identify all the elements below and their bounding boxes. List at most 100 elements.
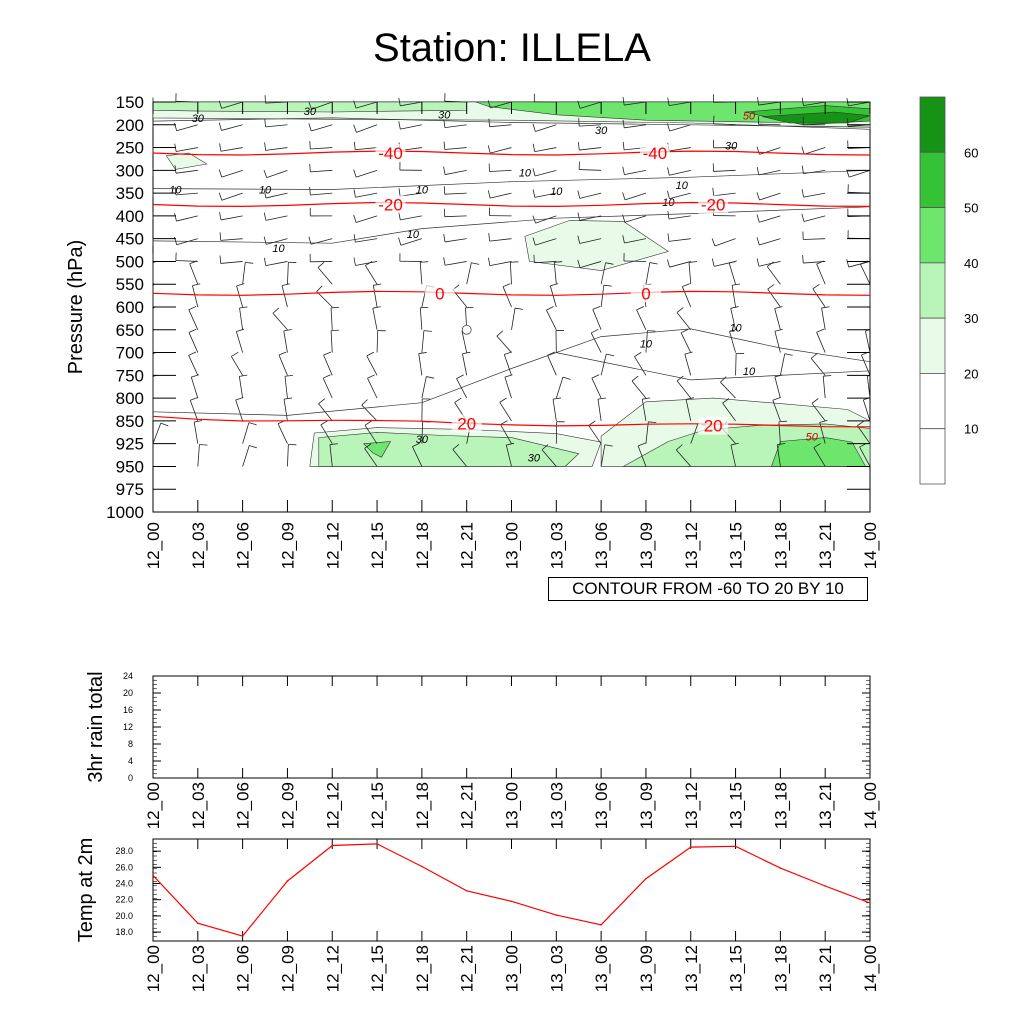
wind-barb-feather: [546, 306, 554, 311]
temperature-contour-label: -40: [643, 144, 668, 163]
wind-barb-feather: [730, 442, 739, 446]
wind-barb: [221, 169, 243, 178]
wind-barb: [624, 101, 646, 106]
wind-barb-feather: [592, 306, 601, 310]
temperature-contours: -40 -40 -20 -20 0 0 20 20: [152, 144, 871, 436]
wind-barb-feather: [174, 122, 178, 131]
wind-barb-feather: [712, 187, 715, 196]
y-tick-label: 4: [128, 756, 133, 766]
wind-barb-feather: [367, 374, 375, 379]
wind-barb: [729, 331, 736, 353]
wind-barb-feather: [398, 188, 401, 197]
y-tick-label: 850: [116, 412, 144, 431]
wind-barb: [759, 238, 781, 246]
wind-barb-feather: [577, 212, 580, 221]
wind-barb: [669, 169, 691, 176]
wind-barb-feather: [756, 237, 760, 246]
y-tick-label: 0: [128, 773, 133, 783]
wind-barb: [221, 124, 243, 131]
wind-barb-feather: [577, 100, 581, 109]
x-tick-label: 12_00: [144, 522, 163, 569]
x-tick-label: 13_15: [727, 782, 746, 829]
data-point-t2m: [645, 877, 647, 880]
wind-barb: [600, 353, 607, 376]
wind-barb: [641, 399, 647, 421]
wind-barb: [509, 262, 512, 285]
wind-barb: [774, 331, 781, 353]
temperature-contour-0: [152, 290, 871, 296]
wind-barb: [330, 307, 333, 330]
wind-barb-feather: [801, 146, 805, 155]
wind-barb-feather: [730, 306, 739, 309]
wind-barb-feather: [722, 398, 730, 404]
series-line-t2m: [152, 843, 871, 937]
wind-shade-region-12: [770, 437, 867, 467]
data-point-t2m: [555, 914, 558, 916]
x-tick-label: 13_21: [816, 782, 835, 829]
temperature-contour-label: 0: [641, 284, 650, 303]
wind-barb-feather: [487, 257, 491, 266]
wind-barb-feather: [577, 235, 581, 244]
x-tick-label: 12_09: [278, 945, 297, 992]
wind-barb-feather: [541, 444, 549, 451]
wind-speed-label: 30: [304, 106, 317, 118]
wind-barb-feather: [667, 190, 670, 199]
wind-barb-feather: [502, 283, 511, 288]
colorbar-box: [919, 96, 946, 153]
wind-barb-feather: [686, 397, 694, 400]
wind-barb: [810, 358, 826, 376]
wind-barb-feather: [857, 420, 865, 426]
wind-barb: [549, 285, 557, 308]
wind-barb: [713, 169, 736, 172]
wind-barb-feather: [420, 261, 429, 263]
wind-barb: [735, 353, 737, 376]
wind-speed-contour-4: [556, 352, 871, 381]
wind-barb: [197, 444, 200, 467]
wind-barb: [758, 123, 781, 126]
wind-barb: [857, 425, 871, 444]
wind-barb: [555, 377, 564, 399]
wind-shade-region-4: [762, 111, 871, 124]
wind-barb-feather: [649, 262, 658, 265]
x-tick-label: 12_18: [413, 945, 432, 992]
colorbar-label: 60: [964, 145, 978, 160]
wind-barb-feather: [420, 306, 429, 309]
wind-barb: [236, 285, 244, 308]
wind-barb-feather: [801, 213, 805, 222]
y-tick-label: 24: [123, 671, 133, 681]
y-tick-label: 24.0: [115, 879, 133, 889]
x-tick-label: 13_21: [816, 945, 835, 992]
wind-barb-feather: [308, 101, 312, 110]
wind-barb-feather: [811, 398, 819, 404]
wind-barb: [819, 422, 826, 444]
wind-barb: [553, 262, 557, 285]
wind-barb: [590, 332, 602, 353]
wind-barb-feather: [456, 374, 464, 379]
wind-barb: [848, 261, 871, 268]
y-tick-label: 450: [116, 230, 144, 249]
wind-barb-feather: [784, 353, 793, 356]
wind-speed-label: 10: [729, 323, 742, 335]
wind-barb: [776, 444, 781, 467]
pressure-axis-label: Pressure (hPa): [65, 240, 87, 375]
wind-barb: [265, 124, 288, 128]
temperature-label-bg: [639, 144, 670, 163]
wind-barb: [265, 192, 288, 199]
wind-barb-feather: [553, 397, 562, 400]
wind-barb: [175, 100, 198, 103]
wind-barb: [803, 238, 826, 240]
wind-barb: [452, 449, 467, 467]
wind-barb: [266, 169, 288, 179]
wind-barb-feather: [188, 328, 197, 333]
x-tick-label: 12_12: [323, 945, 342, 992]
wind-barb-feather: [248, 422, 257, 426]
y-tick-label: 1000: [106, 503, 144, 522]
wind-speed-label: 30: [595, 125, 608, 137]
wind-barb-feather: [634, 352, 642, 357]
x-tick-label: 12_03: [189, 945, 208, 992]
wind-barb-feather: [504, 374, 513, 378]
rain-chart: 0 4 8 12 16 20 24 12_00 12_03 12_06 12_09 12_12 12_1…: [123, 671, 880, 829]
x-tick-label: 12_12: [323, 782, 342, 829]
wind-barb: [535, 238, 557, 246]
data-point-t2m: [779, 867, 782, 869]
